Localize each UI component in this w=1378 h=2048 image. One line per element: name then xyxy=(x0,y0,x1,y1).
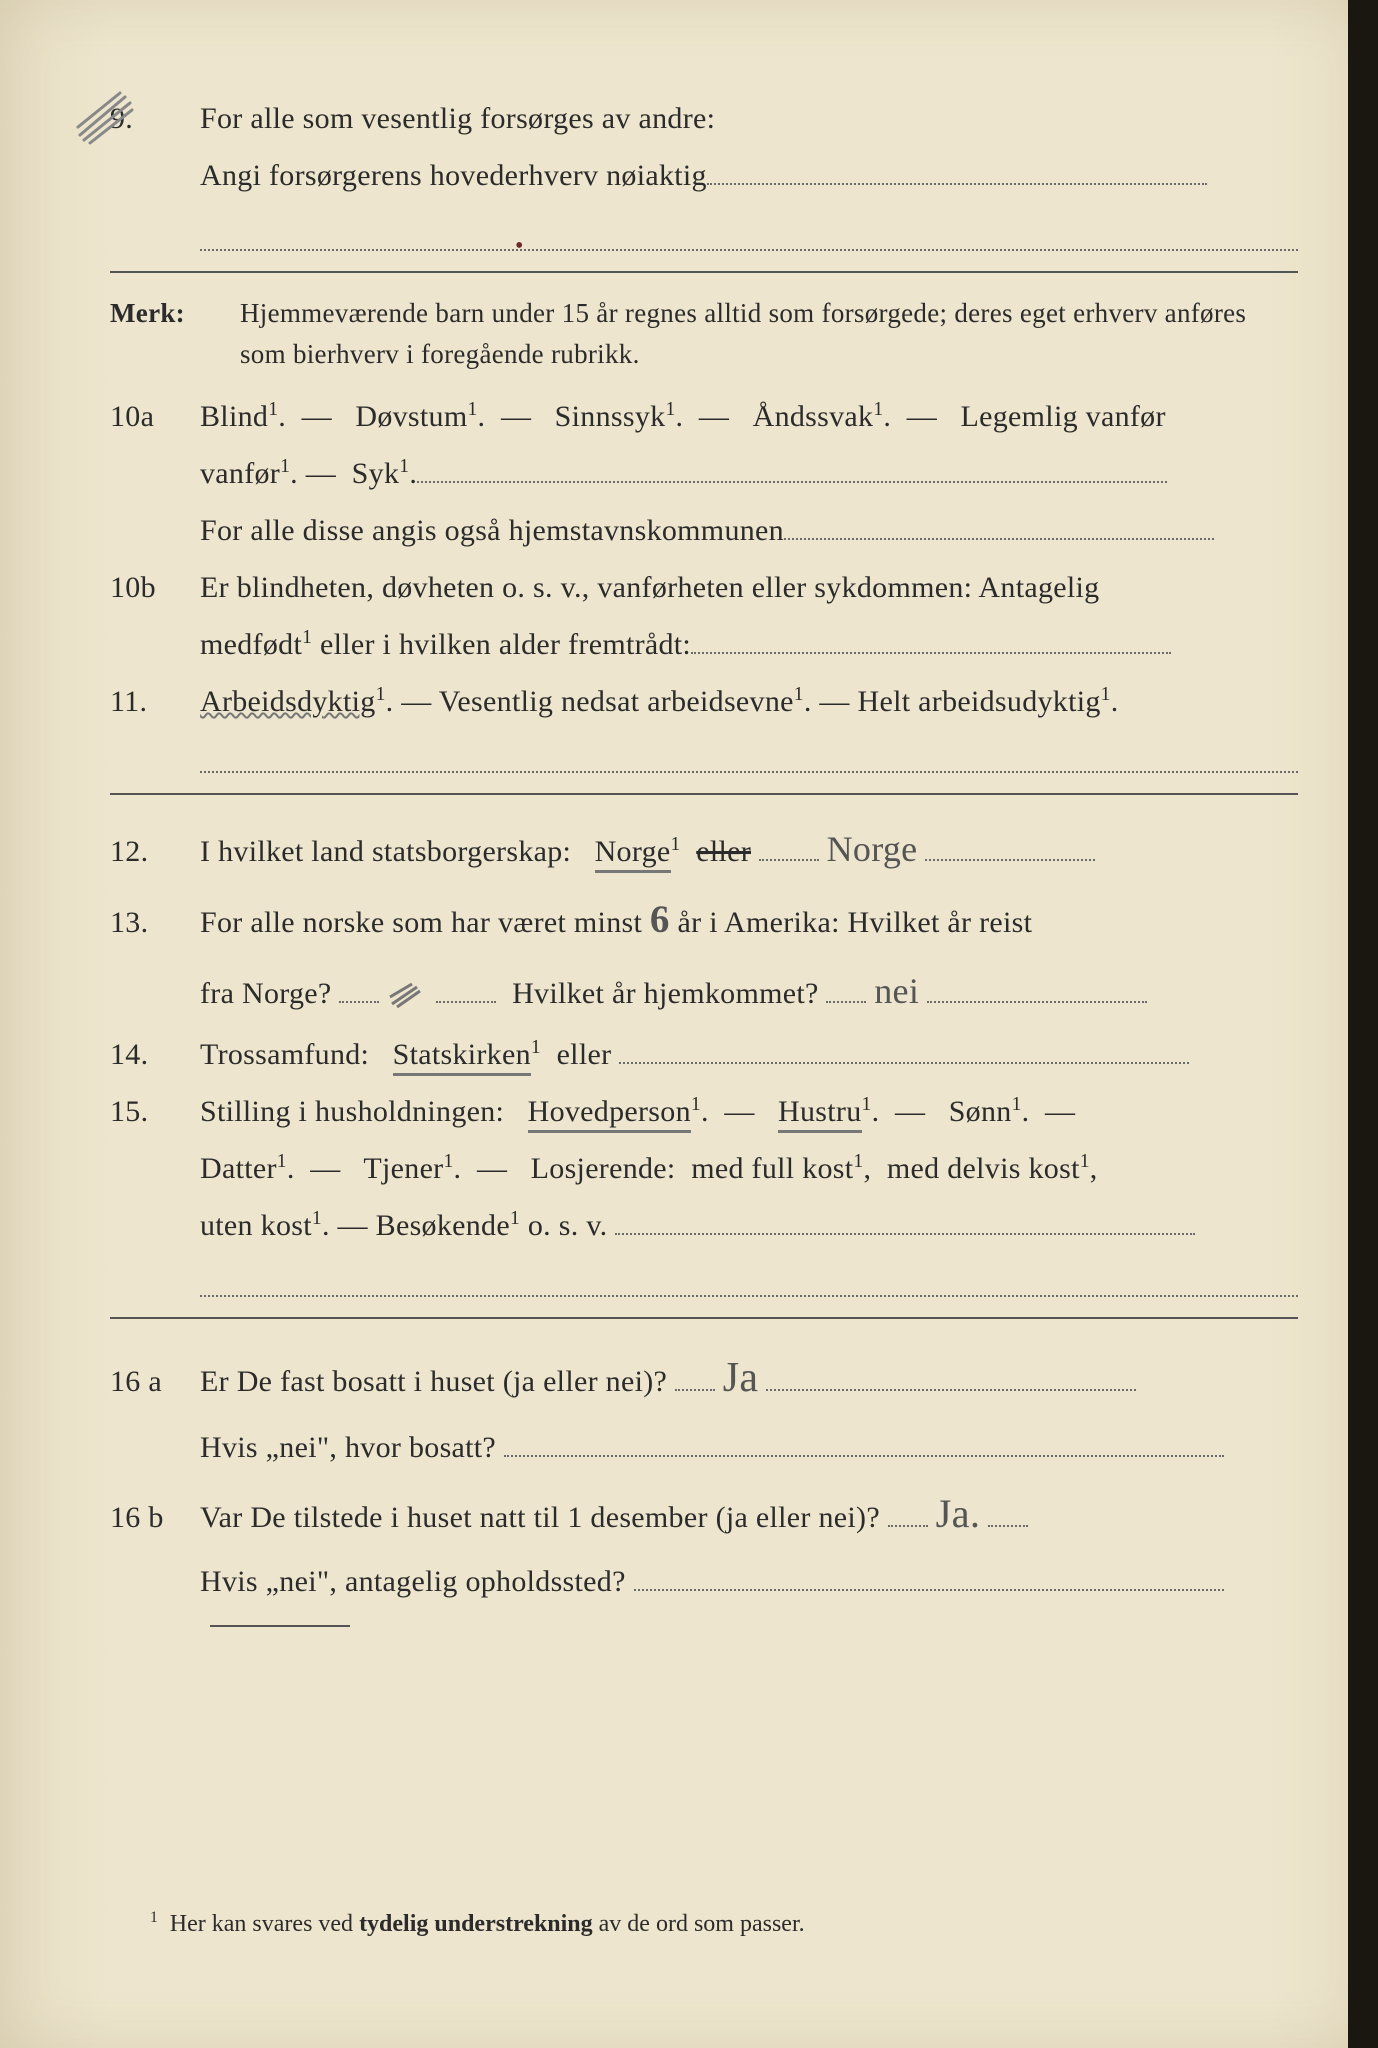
q11: 11. Arbeidsdyktig1. — Vesentlig nedsat a… xyxy=(110,673,1298,730)
q16a-line1: 16 a Er De fast bosatt i huset (ja eller… xyxy=(110,1339,1298,1419)
q13-number: 13. xyxy=(110,894,200,951)
q16b-line2: Hvis „nei", antagelig opholdssted? xyxy=(110,1553,1298,1610)
q14-number: 14. xyxy=(110,1026,200,1083)
q9-line1: 9. For alle som vesentlig forsørges av a… xyxy=(110,90,1298,147)
pencil-scribble-icon xyxy=(70,85,140,155)
merk-label: Merk: xyxy=(110,293,240,334)
q16b-number: 16 b xyxy=(110,1489,200,1546)
divider-2 xyxy=(110,793,1298,795)
q10a-number: 10a xyxy=(110,388,200,445)
q15-line2: Datter1. — Tjener1. — Losjerende: med fu… xyxy=(110,1140,1298,1197)
footnote-rule xyxy=(210,1625,350,1627)
q12-norge: Norge xyxy=(595,835,671,873)
q15-line1: 15. Stilling i husholdningen: Hovedperso… xyxy=(110,1083,1298,1140)
divider xyxy=(110,271,1298,273)
q16b-line1: 16 b Var De tilstede i huset natt til 1 … xyxy=(110,1476,1298,1553)
q11-item2: Vesentlig nedsat arbeidsevne xyxy=(439,685,794,718)
q9-line2: Angi forsørgerens hovederhverv nøiaktig xyxy=(110,147,1298,204)
merk-text: Hjemmeværende barn under 15 år regnes al… xyxy=(240,293,1298,374)
q11-item3: Helt arbeidsudyktig xyxy=(858,685,1101,718)
footnote: 1 Her kan svares ved tydelig understrekn… xyxy=(150,1909,805,1938)
q10b-text1: Er blindheten, døvheten o. s. v., vanfør… xyxy=(200,559,1298,616)
scribble-icon xyxy=(387,979,427,1011)
q9-text2: Angi forsørgerens hovederhverv nøiaktig xyxy=(200,147,1298,204)
q13-line2: fra Norge? Hvilket år hjemkommet? nei xyxy=(110,957,1298,1025)
q13-hand-6: 6 xyxy=(650,898,670,941)
q11-blank xyxy=(110,730,1298,773)
page-edge-shadow xyxy=(1348,0,1378,2048)
q12-handwritten: Norge xyxy=(827,829,918,869)
q11-number: 11. xyxy=(110,673,200,730)
q14-statskirken: Statskirken xyxy=(393,1038,531,1076)
q10b-number: 10b xyxy=(110,559,200,616)
q16a-hand-ja: Ja xyxy=(723,1355,759,1401)
q15-blank xyxy=(110,1254,1298,1297)
q10a-line3: For alle disse angis også hjemstavnskomm… xyxy=(110,502,1298,559)
q16b-hand-ja: Ja. xyxy=(936,1491,981,1536)
q15-hovedperson: Hovedperson xyxy=(528,1095,691,1133)
q9-text1: For alle som vesentlig forsørges av andr… xyxy=(200,90,1298,147)
census-form-page: • 9. For alle som vesentlig forsørges av… xyxy=(0,0,1378,2048)
q13-line1: 13. For alle norske som har været minst … xyxy=(110,883,1298,957)
q15-line3: uten kost1. — Besøkende1 o. s. v. xyxy=(110,1197,1298,1254)
q10a-line2: Legemlig vanførvanfør1. — Syk1. xyxy=(110,445,1298,502)
q10a-items: Blind1. — Døvstum1. — Sinnssyk1. — Åndss… xyxy=(200,388,1298,445)
q12-number: 12. xyxy=(110,823,200,880)
q10b-line2: medfødt1 eller i hvilken alder fremtrådt… xyxy=(110,616,1298,673)
q16a-number: 16 a xyxy=(110,1353,200,1410)
merk-row: Merk: Hjemmeværende barn under 15 år reg… xyxy=(110,293,1298,374)
q14: 14. Trossamfund: Statskirken1 eller xyxy=(110,1026,1298,1083)
q10b-line1: 10b Er blindheten, døvheten o. s. v., va… xyxy=(110,559,1298,616)
q13-hand-nei: nei xyxy=(874,971,919,1011)
q16a-line2: Hvis „nei", hvor bosatt? xyxy=(110,1419,1298,1476)
q11-item1: Arbeidsdyktig xyxy=(200,685,376,718)
q15-number: 15. xyxy=(110,1083,200,1140)
q10a-line1: 10a Blind1. — Døvstum1. — Sinnssyk1. — Å… xyxy=(110,388,1298,445)
q12: 12. I hvilket land statsborgerskap: Norg… xyxy=(110,815,1298,883)
divider-3 xyxy=(110,1317,1298,1319)
ink-dot-icon: • xyxy=(515,233,523,260)
q15-hustru: Hustru xyxy=(778,1095,861,1133)
q13-hand-scribble xyxy=(387,971,436,1011)
q9-blank xyxy=(110,204,1298,251)
